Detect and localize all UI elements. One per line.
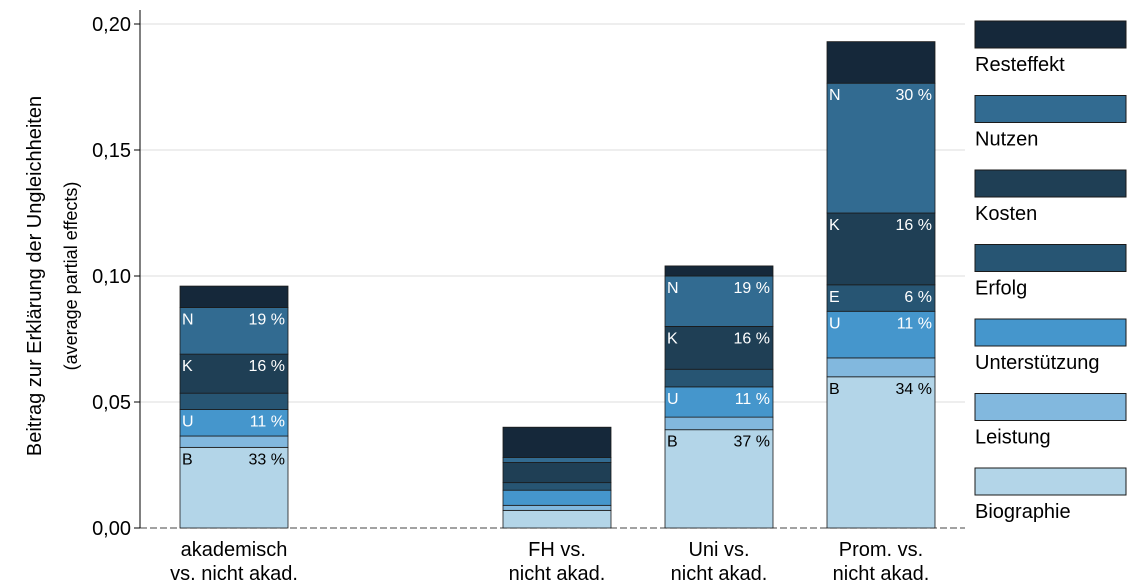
bar-stack: B 34 % U 11 % E 6 % K 16 % N 30 % xyxy=(826,41,936,529)
x-tick-label-line1: Prom. vs. xyxy=(839,539,923,561)
segment-abbr-label: B xyxy=(829,381,840,398)
segment-percent-label: 11 % xyxy=(897,315,932,332)
y-axis-sublabel: (average partial effects) xyxy=(61,182,81,371)
legend-swatch xyxy=(974,169,1127,198)
y-axis-label: Beitrag zur Erklärung der Ungleichheiten xyxy=(24,96,46,456)
bar-segment-biographie xyxy=(826,376,936,529)
segment-abbr-label: U xyxy=(182,414,194,431)
legend-label: Kosten xyxy=(975,203,1037,225)
bar-segment-erfolg xyxy=(502,482,612,491)
bar-segment-unterstützung xyxy=(664,386,774,418)
bar-segment-resteffekt xyxy=(179,285,289,308)
segment-abbr-label: K xyxy=(182,358,193,375)
legend-swatch xyxy=(974,244,1127,272)
y-ticks: 0,00 0,05 0,10 0,15 0,20 xyxy=(92,14,140,540)
segment-percent-label: 37 % xyxy=(734,434,770,451)
segment-abbr-label: N xyxy=(829,87,841,104)
x-tick-label-line1: Uni vs. xyxy=(688,539,749,561)
x-tick-label-line2: nicht akad. xyxy=(671,563,768,582)
segment-abbr-label: K xyxy=(667,330,678,347)
legend-item: Kosten xyxy=(974,169,1127,225)
bar-segment-biographie xyxy=(179,446,289,529)
bar-segment-biographie xyxy=(664,429,774,529)
bar-segment-leistung xyxy=(664,416,774,431)
x-tick-label-line2: vs. nicht akad. xyxy=(170,563,298,582)
bar-segment-nutzen xyxy=(502,457,612,463)
x-tick-label-line2: nicht akad. xyxy=(833,563,930,582)
x-tick-label-line2: nicht akad. xyxy=(509,563,606,582)
bar-segment-resteffekt xyxy=(826,41,936,84)
segment-percent-label: 30 % xyxy=(896,87,932,104)
bar-segment-resteffekt xyxy=(502,426,612,458)
segment-percent-label: 19 % xyxy=(734,280,770,297)
segment-abbr-label: U xyxy=(667,391,679,408)
bar-segment-nutzen xyxy=(826,82,936,214)
y-tick-label: 0,00 xyxy=(92,518,131,540)
bar-stack: B 37 % U 11 % K 16 % N 19 % xyxy=(664,265,774,529)
segment-percent-label: 34 % xyxy=(896,381,932,398)
bar-segment-resteffekt xyxy=(664,265,774,277)
segment-percent-label: 6 % xyxy=(904,289,932,306)
segment-abbr-label: B xyxy=(182,451,193,468)
bar-segment-unterstützung xyxy=(502,489,612,506)
bar-segment-nutzen xyxy=(664,275,774,327)
bar-segment-biographie xyxy=(502,509,612,529)
legend-swatch xyxy=(974,95,1127,123)
x-tick-labels: akademisch vs. nicht akad. FH vs. nicht aka… xyxy=(170,539,929,582)
legend-swatch xyxy=(974,318,1127,347)
legend-item: Biographie xyxy=(974,467,1127,523)
bar-segment-leistung xyxy=(179,435,289,448)
segment-percent-label: 16 % xyxy=(896,217,932,234)
bar-stack xyxy=(502,426,612,529)
y-tick-label: 0,15 xyxy=(92,140,131,162)
segment-percent-label: 33 % xyxy=(249,451,285,468)
legend-label: Erfolg xyxy=(975,278,1027,300)
y-tick-label: 0,20 xyxy=(92,14,131,36)
segment-abbr-label: N xyxy=(667,280,679,297)
legend-swatch xyxy=(974,393,1127,421)
segment-abbr-label: B xyxy=(667,434,678,451)
legend-item: Leistung xyxy=(974,393,1127,449)
bar-segment-erfolg xyxy=(826,284,936,312)
bar-segment-kosten xyxy=(179,353,289,394)
bar-segment-nutzen xyxy=(179,307,289,355)
segment-percent-label: 16 % xyxy=(249,358,285,375)
bar-segment-leistung xyxy=(502,504,612,511)
bar-segment-kosten xyxy=(664,325,774,370)
bar-stack: B 33 % U 11 % K 16 % N 19 % xyxy=(179,285,289,529)
legend-label: Unterstützung xyxy=(975,352,1100,374)
legend-swatch xyxy=(974,467,1127,496)
segment-percent-label: 16 % xyxy=(734,330,770,347)
bar-segment-kosten xyxy=(826,212,936,286)
legend-swatch xyxy=(974,20,1127,49)
segment-percent-label: 11 % xyxy=(735,391,770,408)
legend-item: Erfolg xyxy=(974,244,1127,300)
x-tick-label-line1: FH vs. xyxy=(528,539,586,561)
y-tick-label: 0,10 xyxy=(92,266,131,288)
legend-label: Leistung xyxy=(975,427,1051,449)
segment-percent-label: 19 % xyxy=(249,312,285,329)
legend: Resteffekt Nutzen Kosten Erfolg Unterstützun… xyxy=(974,20,1127,523)
legend-label: Biographie xyxy=(975,501,1071,523)
legend-item: Nutzen xyxy=(974,95,1127,151)
bar-segment-unterstützung xyxy=(826,310,936,359)
segment-abbr-label: N xyxy=(182,312,194,329)
y-tick-label: 0,05 xyxy=(92,392,131,414)
legend-label: Nutzen xyxy=(975,129,1038,151)
bar-segment-erfolg xyxy=(179,392,289,410)
bar-segment-kosten xyxy=(502,462,612,484)
bar-segment-leistung xyxy=(826,357,936,378)
legend-item: Resteffekt xyxy=(974,20,1127,76)
segment-abbr-label: K xyxy=(829,217,840,234)
segment-abbr-label: U xyxy=(829,315,841,332)
bars: B 33 % U 11 % K 16 % N 19 % B 37 % U 11 % K 16 % N 19 %… xyxy=(179,41,936,529)
bar-segment-erfolg xyxy=(664,368,774,388)
segment-abbr-label: E xyxy=(829,289,840,306)
legend-label: Resteffekt xyxy=(975,54,1065,76)
legend-item: Unterstützung xyxy=(974,318,1127,374)
x-tick-label-line1: akademisch xyxy=(181,539,288,561)
segment-percent-label: 11 % xyxy=(250,414,285,431)
